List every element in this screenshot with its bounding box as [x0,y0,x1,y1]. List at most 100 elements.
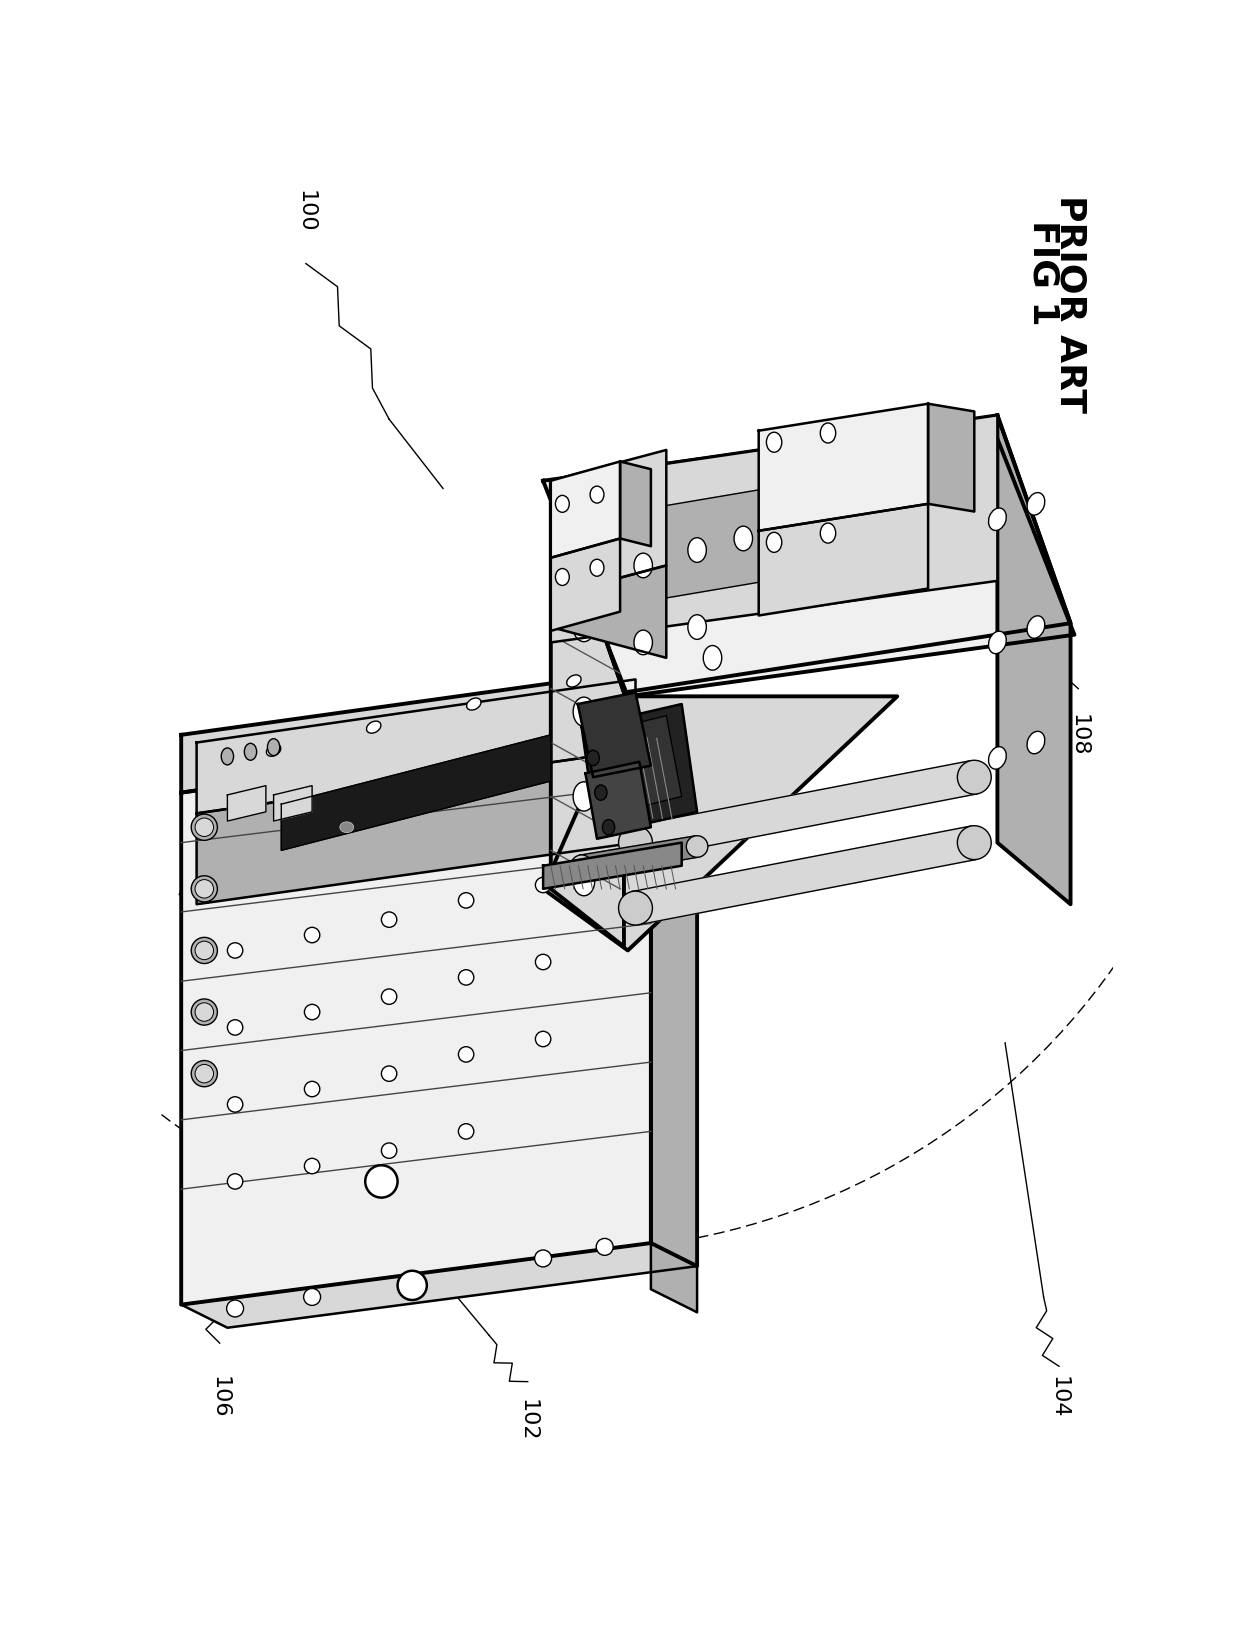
Ellipse shape [191,876,217,902]
Ellipse shape [587,751,599,765]
Ellipse shape [191,937,217,963]
Ellipse shape [304,927,320,943]
Text: 106: 106 [210,1376,229,1418]
Text: FIG 1: FIG 1 [1027,220,1060,326]
Ellipse shape [634,630,652,654]
Ellipse shape [191,999,217,1025]
Polygon shape [543,842,682,889]
Ellipse shape [227,1097,243,1111]
Polygon shape [197,679,635,813]
Ellipse shape [221,747,233,765]
Polygon shape [551,565,666,658]
Polygon shape [181,1244,697,1328]
Polygon shape [181,728,651,1304]
Ellipse shape [195,1002,213,1022]
Ellipse shape [536,955,551,969]
Ellipse shape [988,508,1007,530]
Ellipse shape [1027,731,1045,754]
Ellipse shape [195,1064,213,1084]
Ellipse shape [195,942,213,960]
Ellipse shape [595,785,608,800]
Ellipse shape [570,855,593,876]
Ellipse shape [304,1004,320,1020]
Ellipse shape [686,836,708,857]
Ellipse shape [466,698,481,710]
Ellipse shape [573,697,595,726]
Ellipse shape [567,676,582,687]
Polygon shape [551,462,620,558]
Ellipse shape [766,532,781,552]
Text: 104: 104 [1049,1376,1069,1418]
Polygon shape [551,415,1070,692]
Polygon shape [551,450,666,596]
Ellipse shape [590,560,604,576]
Ellipse shape [634,553,652,578]
Polygon shape [197,751,635,904]
Ellipse shape [603,819,615,836]
Ellipse shape [573,867,595,896]
Ellipse shape [367,721,381,733]
Polygon shape [759,403,928,530]
Ellipse shape [227,1173,243,1190]
Polygon shape [551,415,997,643]
Ellipse shape [304,1289,321,1306]
Ellipse shape [766,432,781,452]
Ellipse shape [821,524,836,543]
Ellipse shape [459,1046,474,1062]
Polygon shape [281,734,551,850]
Polygon shape [632,761,977,860]
Polygon shape [997,415,1070,904]
Ellipse shape [573,612,595,641]
Ellipse shape [734,526,753,552]
Ellipse shape [619,826,652,860]
Ellipse shape [536,1031,551,1046]
Ellipse shape [459,893,474,907]
Ellipse shape [1027,493,1045,516]
Ellipse shape [688,537,707,563]
Ellipse shape [957,826,991,860]
Ellipse shape [556,496,569,512]
Polygon shape [585,762,651,839]
Ellipse shape [227,1020,243,1035]
Ellipse shape [536,878,551,893]
Polygon shape [274,785,312,821]
Ellipse shape [304,1082,320,1097]
Ellipse shape [988,632,1007,654]
Polygon shape [759,504,928,615]
Ellipse shape [988,747,1007,769]
Ellipse shape [382,1066,397,1082]
Ellipse shape [556,568,569,586]
Ellipse shape [304,1159,320,1173]
Ellipse shape [227,943,243,958]
Ellipse shape [244,743,257,761]
Polygon shape [551,481,624,947]
Ellipse shape [382,989,397,1004]
Polygon shape [928,403,975,511]
Ellipse shape [382,1142,397,1159]
Text: 100: 100 [296,191,316,233]
Polygon shape [632,826,977,925]
Ellipse shape [267,744,280,756]
Polygon shape [582,703,697,836]
Polygon shape [551,539,620,632]
Ellipse shape [957,761,991,795]
Ellipse shape [191,814,217,840]
Ellipse shape [459,1124,474,1139]
Polygon shape [651,728,697,1266]
Ellipse shape [590,486,604,503]
Ellipse shape [596,1239,613,1255]
Polygon shape [578,692,651,777]
Ellipse shape [821,423,836,442]
Polygon shape [651,1244,697,1312]
Ellipse shape [195,818,213,837]
Ellipse shape [195,880,213,898]
Text: 102: 102 [518,1399,538,1441]
Polygon shape [589,715,682,816]
Polygon shape [620,462,651,547]
Ellipse shape [573,527,595,557]
Polygon shape [227,785,265,821]
Polygon shape [543,419,1074,697]
Polygon shape [580,836,699,876]
Polygon shape [585,481,812,612]
Polygon shape [181,669,651,793]
